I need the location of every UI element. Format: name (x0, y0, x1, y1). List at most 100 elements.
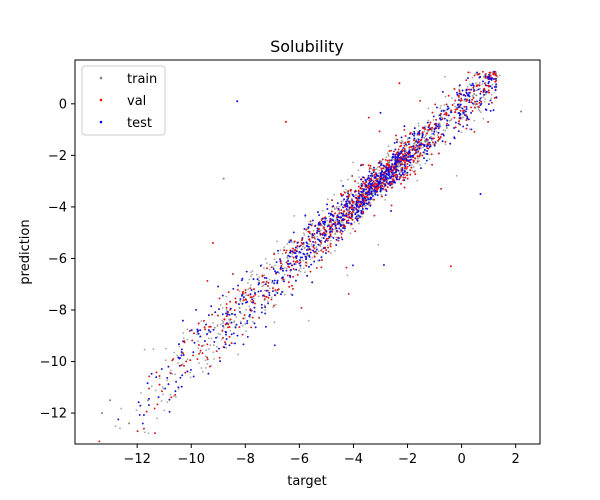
data-point-train (169, 369, 172, 372)
data-point-train (219, 333, 222, 336)
data-point-train (455, 174, 458, 177)
data-point-train (204, 359, 207, 362)
data-point-train (374, 168, 377, 171)
data-point-train (344, 229, 346, 232)
data-point-train (239, 320, 242, 323)
data-point-train (417, 122, 420, 125)
data-point-train (298, 269, 300, 271)
data-point-train (229, 322, 232, 324)
data-point-train (286, 243, 289, 245)
chart-title: Solubility (270, 37, 344, 56)
data-point-train (299, 267, 302, 270)
data-point-train (270, 296, 273, 299)
data-point-train (479, 83, 481, 85)
data-point-train (140, 392, 143, 394)
data-point-train (249, 284, 252, 287)
data-point-train (441, 116, 444, 119)
data-point-train (334, 208, 336, 211)
data-point-train (220, 338, 223, 341)
data-point-train (209, 344, 212, 347)
data-point-train (329, 239, 332, 242)
data-point-train (238, 290, 241, 293)
data-point-train (239, 299, 242, 302)
data-point-train (154, 389, 157, 392)
data-point-train (244, 323, 247, 326)
data-point-train (268, 278, 271, 281)
data-point-train (319, 243, 322, 246)
data-point-train (285, 267, 288, 270)
data-point-train (174, 373, 177, 376)
data-point-train (385, 156, 388, 159)
data-point-train (326, 219, 329, 222)
data-point-train (468, 83, 471, 86)
data-point-train (228, 318, 230, 320)
data-point-train (334, 250, 336, 252)
data-point-train (479, 111, 482, 113)
data-point-train (338, 205, 341, 208)
data-point-train (286, 257, 289, 260)
data-point-train (478, 104, 481, 107)
data-point-train (181, 363, 184, 365)
data-point-train (350, 192, 352, 195)
data-point-train (281, 263, 284, 266)
data-point-train (342, 199, 345, 202)
data-point-train (417, 157, 419, 160)
data-point-train (222, 321, 225, 323)
data-point-train (291, 241, 293, 244)
data-point-train (473, 102, 476, 105)
data-point-train (424, 141, 427, 144)
data-point-train (416, 152, 419, 154)
data-point-train (338, 209, 341, 212)
data-point-train (335, 236, 338, 239)
data-point-train (311, 222, 314, 225)
data-point-train (225, 346, 228, 349)
data-point-train (307, 319, 310, 322)
data-point-train (263, 304, 266, 307)
data-point-train (475, 89, 477, 92)
data-point-train (147, 432, 150, 435)
data-point-train (424, 135, 427, 138)
data-point-train (277, 252, 280, 255)
data-point-train (312, 229, 315, 232)
data-point-train (458, 88, 461, 91)
data-point-train (256, 273, 258, 276)
data-point-train (330, 221, 333, 224)
data-point-train (266, 300, 269, 303)
data-point-train (349, 232, 352, 235)
data-point-train (423, 130, 426, 133)
data-point-train (304, 271, 306, 274)
data-point-train (216, 336, 219, 338)
data-point-train (326, 244, 329, 247)
data-point-train (317, 250, 320, 253)
data-point-train (114, 425, 117, 427)
data-point-train (160, 400, 163, 402)
data-point-train (245, 308, 248, 311)
data-point-train (450, 119, 452, 122)
data-point-train (175, 396, 177, 398)
data-point-train (358, 222, 360, 225)
data-point-train (173, 351, 176, 354)
scatter-points (98, 70, 523, 443)
data-point-train (272, 306, 275, 309)
data-point-train (432, 119, 435, 121)
data-point-train (296, 247, 299, 250)
data-point-train (445, 127, 448, 129)
data-point-train (359, 197, 362, 200)
data-point-train (387, 153, 390, 156)
data-point-train (473, 119, 476, 122)
data-point-train (212, 344, 215, 347)
data-point-train (222, 322, 224, 325)
data-point-train (291, 255, 293, 258)
data-point-train (346, 274, 349, 277)
data-point-train (237, 353, 240, 356)
data-point-train (444, 95, 447, 98)
data-point-train (284, 293, 286, 296)
data-point-train (150, 385, 153, 387)
data-point-train (302, 245, 304, 248)
data-point-train (263, 289, 266, 292)
data-point-train (186, 338, 189, 341)
data-point-train (197, 340, 199, 343)
data-point-train (290, 293, 292, 295)
data-point-train (453, 102, 456, 105)
